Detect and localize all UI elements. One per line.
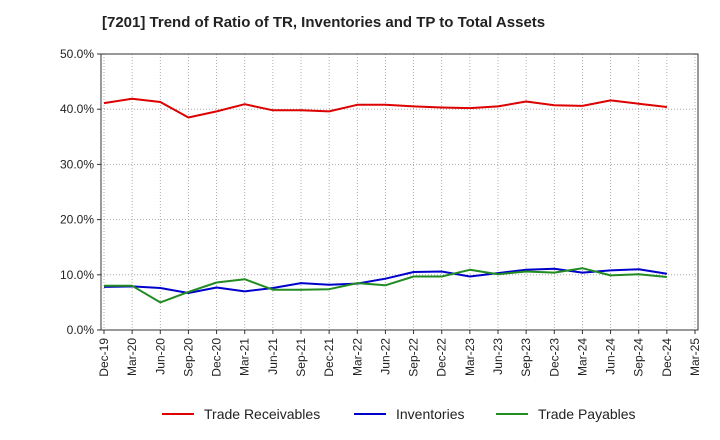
- legend-label: Trade Payables: [538, 406, 636, 422]
- x-tick-label: Mar-23: [463, 338, 477, 376]
- x-tick-label: Dec-22: [435, 338, 449, 377]
- x-tick-label: Jun-20: [153, 338, 167, 375]
- x-tick-label: Dec-20: [210, 338, 224, 377]
- plot-area-frame: [100, 53, 699, 331]
- chart-title: [7201] Trend of Ratio of TR, Inventories…: [102, 14, 546, 31]
- x-tick-label: Sep-22: [407, 338, 421, 377]
- y-tick-label: 40.0%: [60, 102, 94, 116]
- x-tick-label: Jun-23: [491, 338, 505, 375]
- legend-label: Trade Receivables: [204, 406, 320, 422]
- y-tick-label: 20.0%: [60, 213, 94, 227]
- series-line: [103, 267, 668, 294]
- x-tick-label: Sep-23: [519, 338, 533, 377]
- x-tick-label: Sep-24: [632, 338, 646, 377]
- x-tick-label: Mar-22: [350, 338, 364, 376]
- y-tick-label: 10.0%: [60, 268, 94, 282]
- x-tick-label: Jun-21: [266, 338, 280, 375]
- y-tick-label: 30.0%: [60, 157, 94, 171]
- x-tick-label: Sep-20: [181, 338, 195, 377]
- legend-label: Inventories: [396, 406, 464, 422]
- x-tick-label: Dec-21: [322, 338, 336, 377]
- y-tick-label: 50.0%: [60, 47, 94, 61]
- x-tick-label: Dec-24: [660, 338, 674, 377]
- x-tick-label: Mar-25: [688, 338, 702, 376]
- x-tick-label: Dec-19: [97, 338, 111, 377]
- x-tick-label: Dec-23: [547, 338, 561, 377]
- x-tick-label: Jun-22: [378, 338, 392, 375]
- series-line: [104, 267, 667, 304]
- x-tick-label: Mar-20: [125, 338, 139, 376]
- x-tick-label: Jun-24: [604, 338, 618, 375]
- y-tick-label: 0.0%: [67, 323, 95, 337]
- x-tick-label: Mar-24: [575, 338, 589, 376]
- series-line: [103, 97, 668, 119]
- x-tick-label: Mar-21: [238, 338, 252, 376]
- x-tick-label: Sep-21: [294, 338, 308, 377]
